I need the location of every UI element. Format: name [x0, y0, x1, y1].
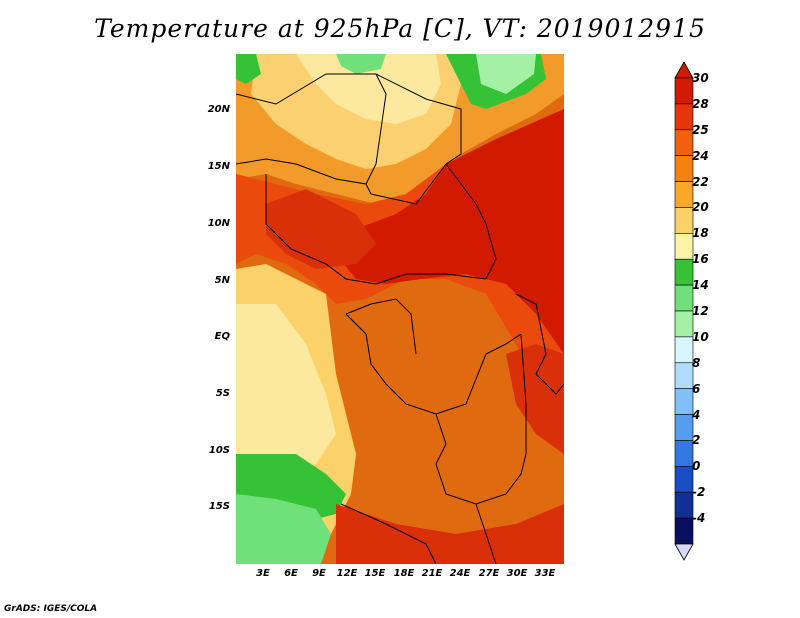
- colorbar-level-label: -4: [692, 511, 706, 526]
- colorbar-top-arrow: [674, 62, 694, 79]
- lon-label-18e: 18E: [393, 568, 415, 579]
- lat-label-10n: 10N: [207, 218, 230, 229]
- colorbar-level-label: 18: [692, 226, 709, 241]
- lat-label-5n: 5N: [214, 275, 230, 286]
- colorbar-swatch: [674, 336, 694, 364]
- colorbar-swatch: [674, 233, 694, 260]
- colorbar-level-label: 8: [692, 355, 701, 370]
- colorbar-level-label: 12: [692, 304, 709, 318]
- colorbar-swatch: [674, 258, 694, 286]
- cool-zone-north: [296, 54, 441, 124]
- lon-label-9e: 9E: [312, 568, 326, 579]
- lon-label-3e: 3E: [256, 568, 270, 579]
- lon-label-12e: 12E: [336, 568, 358, 579]
- colorbar-level-label: 0: [692, 459, 701, 474]
- colorbar-swatch: [674, 310, 694, 338]
- colorbar-swatch: [674, 440, 694, 467]
- colorbar-swatch: [674, 155, 694, 182]
- colorbar-level-label: 24: [692, 148, 709, 163]
- colorbar-level-label: 20: [692, 200, 709, 215]
- colorbar-swatch: [674, 284, 694, 312]
- lon-label-27e: 27E: [478, 568, 500, 579]
- ocean-cool-southwest: [236, 304, 336, 474]
- colorbar-level-label: 28: [692, 96, 709, 111]
- lon-label-24e: 24E: [449, 568, 471, 579]
- green-patch-nw: [236, 54, 261, 84]
- lat-label-10s: 10S: [208, 445, 230, 456]
- temperature-map: [236, 54, 564, 564]
- colorbar-swatch: [674, 517, 694, 545]
- lon-label-33e: 33E: [534, 568, 556, 579]
- green-patch-n: [336, 54, 386, 74]
- colorbar-swatch: [674, 491, 694, 519]
- colorbar-swatch: [674, 103, 694, 131]
- map-canvas: [236, 54, 564, 564]
- lat-label-20n: 20N: [207, 104, 230, 115]
- colorbar-level-label: -2: [692, 485, 706, 500]
- colorbar-swatch: [674, 207, 694, 234]
- colorbar-swatch: [674, 77, 694, 105]
- colorbar-level-label: 30: [692, 71, 709, 85]
- light-green-ne: [476, 54, 536, 94]
- colorbar-level-label: 6: [692, 381, 701, 396]
- colorbar-level-label: 4: [692, 407, 701, 422]
- colorbar-swatch: [674, 388, 694, 415]
- colorbar-bottom-arrow: [674, 543, 694, 561]
- colorbar-swatch: [674, 129, 694, 156]
- chart-title: Temperature at 925hPa [C], VT: 201901291…: [94, 14, 706, 43]
- lon-label-30e: 30E: [506, 568, 528, 579]
- hot-zone-west: [266, 189, 376, 269]
- colorbar-level-label: 16: [692, 252, 709, 267]
- colorbar-level-label: 10: [692, 329, 709, 344]
- lon-label-21e: 21E: [421, 568, 443, 579]
- colorbar-level-label: 22: [692, 174, 709, 189]
- colorbar: [674, 62, 694, 561]
- footer-credit: GrADS: IGES/COLA: [4, 604, 98, 614]
- lat-label-15n: 15N: [207, 161, 230, 172]
- lat-label-eq: EQ: [214, 331, 230, 342]
- colorbar-swatch: [674, 414, 694, 441]
- lon-label-6e: 6E: [284, 568, 298, 579]
- lat-label-15s: 15S: [208, 501, 230, 512]
- colorbar-level-label: 25: [692, 122, 709, 137]
- colorbar-level-label: 14: [692, 278, 709, 293]
- hottest-zone-east: [336, 109, 564, 354]
- colorbar-swatch: [674, 362, 694, 389]
- lat-label-5s: 5S: [215, 388, 230, 399]
- colorbar-level-label: 2: [692, 433, 701, 448]
- country-borders: [236, 73, 564, 564]
- hot-zone-east-lakes: [506, 344, 564, 454]
- colorbar-swatch: [674, 466, 694, 493]
- colorbar-swatch: [674, 181, 694, 208]
- hot-zone-south: [336, 504, 564, 564]
- lon-label-15e: 15E: [364, 568, 386, 579]
- light-green-sw: [236, 494, 331, 564]
